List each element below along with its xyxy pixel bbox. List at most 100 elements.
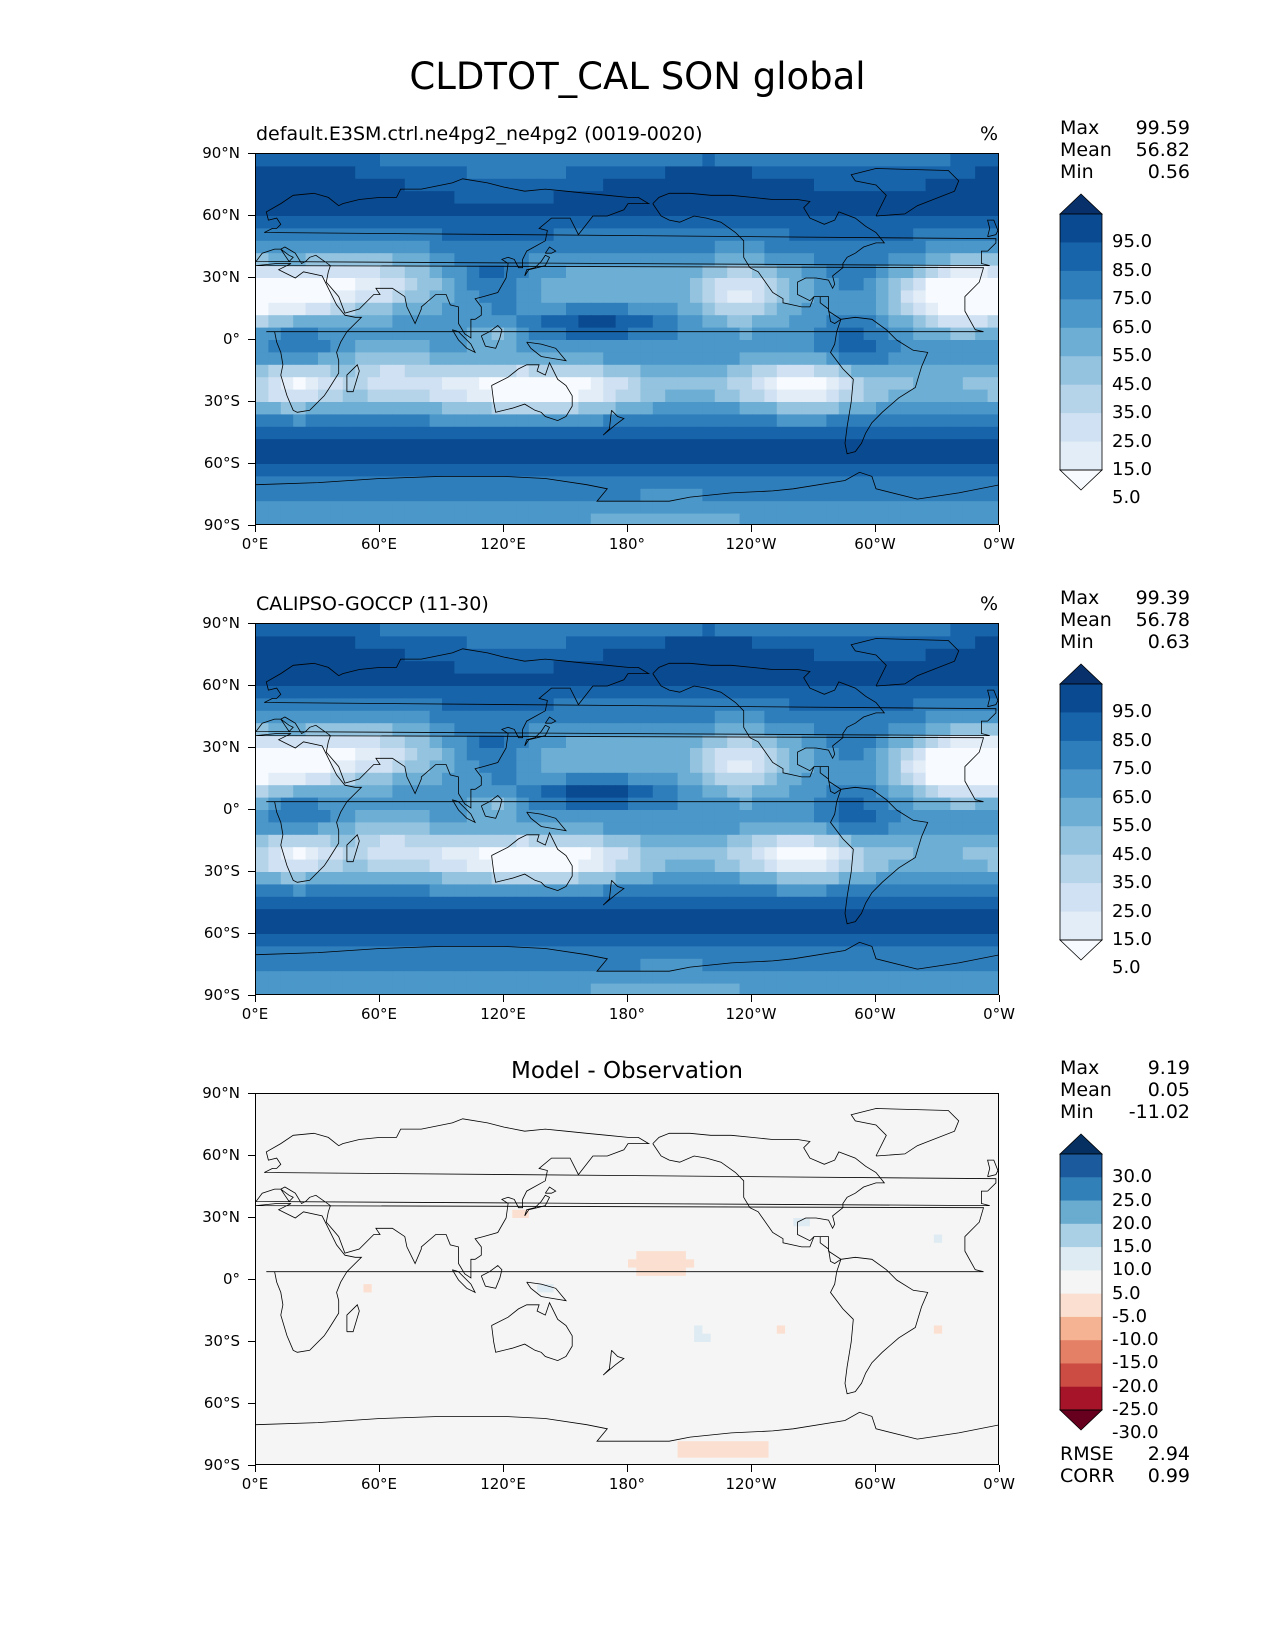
grid-cell <box>479 946 493 960</box>
grid-cell <box>594 1209 604 1219</box>
grid-cell <box>764 327 778 341</box>
grid-cell <box>851 302 865 316</box>
grid-cell <box>619 1127 629 1136</box>
grid-cell <box>764 426 778 440</box>
grid-cell <box>566 661 579 675</box>
grid-cell <box>950 154 964 167</box>
grid-cell <box>818 1102 827 1112</box>
grid-cell <box>363 1168 373 1178</box>
grid-cell <box>652 1094 662 1103</box>
grid-cell <box>330 154 344 167</box>
grid-cell <box>913 203 927 217</box>
grid-cell <box>404 710 418 724</box>
grid-cell <box>355 265 369 279</box>
grid-cell <box>938 253 951 267</box>
grid-cell <box>256 364 269 378</box>
grid-cell <box>776 748 790 761</box>
grid-cell <box>268 859 282 873</box>
grid-cell <box>355 686 369 699</box>
grid-cell <box>578 1201 588 1211</box>
grid-cell <box>826 971 840 985</box>
grid-cell <box>466 178 480 192</box>
grid-cell <box>677 636 691 650</box>
grid-cell <box>442 327 455 341</box>
grid-cell <box>603 1168 613 1178</box>
grid-cell <box>768 1110 778 1120</box>
grid-cell <box>537 1094 546 1103</box>
grid-cell <box>371 1110 381 1120</box>
grid-cell <box>442 760 455 774</box>
grid-cell <box>590 389 604 403</box>
grid-cell <box>280 698 294 712</box>
grid-cell <box>690 810 703 823</box>
grid-cell <box>714 748 728 761</box>
grid-cell <box>578 772 592 786</box>
grid-cell <box>578 191 592 205</box>
grid-cell <box>404 228 418 242</box>
grid-cell <box>615 414 629 428</box>
grid-cell <box>739 166 753 180</box>
grid-cell <box>987 203 998 217</box>
grid-cell <box>644 1102 654 1112</box>
grid-cell <box>293 414 307 428</box>
grid-cell <box>611 1118 621 1128</box>
grid-cell <box>677 909 691 923</box>
grid-cell <box>553 327 567 341</box>
grid-cell <box>975 698 989 712</box>
grid-cell <box>640 686 654 699</box>
grid-cell <box>520 1135 530 1145</box>
grid-cell <box>851 402 865 415</box>
grid-cell <box>636 1193 646 1203</box>
grid-cell <box>594 1143 604 1153</box>
grid-cell <box>789 872 803 885</box>
grid-cell <box>888 265 902 279</box>
grid-cell <box>752 389 765 403</box>
grid-cell <box>355 1118 365 1128</box>
grid-cell <box>962 983 976 994</box>
grid-cell <box>909 1135 918 1145</box>
grid-cell <box>504 191 517 205</box>
grid-cell <box>863 921 877 935</box>
grid-cell <box>446 1102 455 1112</box>
grid-cell <box>669 1102 679 1112</box>
grid-cell <box>760 1143 770 1153</box>
grid-cell <box>950 723 964 737</box>
grid-cell <box>318 501 331 515</box>
grid-cell <box>268 253 282 267</box>
grid-cell <box>355 710 369 724</box>
grid-cell <box>280 772 294 786</box>
grid-cell <box>363 1184 373 1194</box>
grid-cell <box>776 896 790 910</box>
grid-cell <box>677 352 691 366</box>
grid-cell <box>776 735 790 749</box>
grid-cell <box>628 834 641 848</box>
grid-cell <box>318 686 331 699</box>
grid-cell <box>739 983 753 994</box>
grid-cell <box>367 402 381 415</box>
grid-cell <box>789 278 803 291</box>
grid-cell <box>809 1201 819 1211</box>
grid-cell <box>752 203 765 217</box>
grid-cell <box>826 1135 836 1145</box>
grid-cell <box>677 1209 687 1219</box>
grid-cell <box>313 1118 323 1128</box>
grid-cell <box>380 946 393 960</box>
grid-cell <box>900 909 914 923</box>
grid-cell <box>578 934 592 947</box>
grid-cell <box>318 661 331 675</box>
grid-cell <box>293 698 307 712</box>
grid-cell <box>462 1176 472 1186</box>
grid-cell <box>305 1193 315 1203</box>
grid-cell <box>342 723 356 737</box>
grid-cell <box>454 377 468 391</box>
grid-cell <box>268 648 282 662</box>
grid-cell <box>814 884 827 898</box>
grid-cell <box>652 1176 662 1186</box>
grid-cell <box>739 748 753 761</box>
grid-cell <box>578 1176 588 1186</box>
grid-cell <box>950 1201 960 1211</box>
grid-cell <box>950 1118 960 1128</box>
grid-cell <box>466 896 480 910</box>
grid-cell <box>867 1209 877 1219</box>
grid-cell <box>342 439 356 453</box>
